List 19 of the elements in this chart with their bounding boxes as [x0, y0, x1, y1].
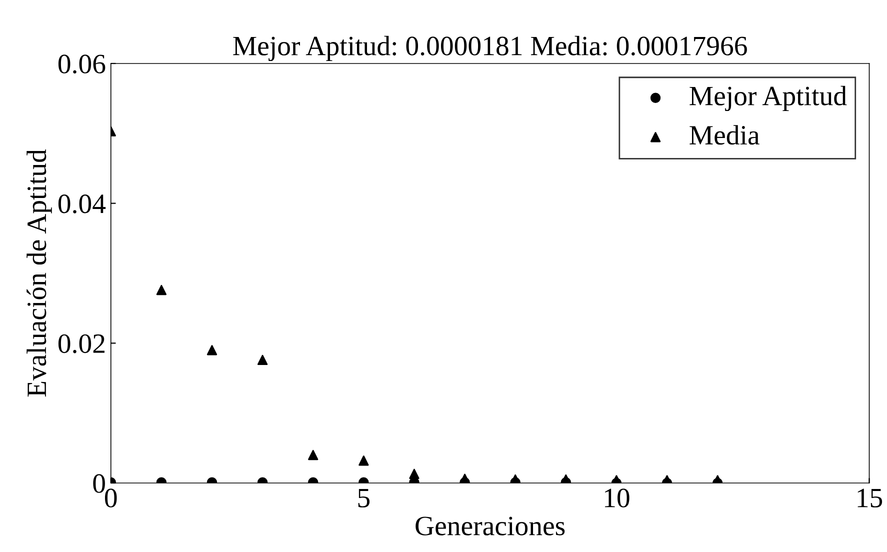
x-tick-label: 15 — [858, 488, 882, 508]
y-tick-label: 0.02 — [58, 334, 104, 354]
point — [460, 474, 470, 483]
y-tick-label: 0 — [93, 474, 105, 493]
y-axis-title: Evaluación de Aptitud — [26, 149, 52, 397]
point — [257, 354, 268, 366]
y-tick-label: 0.06 — [58, 54, 106, 74]
legend-label: Mejor Aptitud — [690, 86, 847, 112]
x-tick-label: 5 — [358, 488, 370, 508]
x-axis-title: Generaciones — [416, 516, 565, 536]
x-tick-label: 0 — [104, 488, 117, 508]
x-tick-label: 10 — [605, 488, 630, 508]
point — [206, 345, 218, 356]
y-tick-label: 0.04 — [58, 194, 106, 214]
point — [308, 450, 318, 460]
chart-title: Mejor Aptitud: 0.0000181 Media: 0.00017966 — [233, 36, 747, 62]
legend-label: Media — [690, 125, 760, 145]
point — [156, 284, 167, 296]
point — [409, 468, 420, 479]
